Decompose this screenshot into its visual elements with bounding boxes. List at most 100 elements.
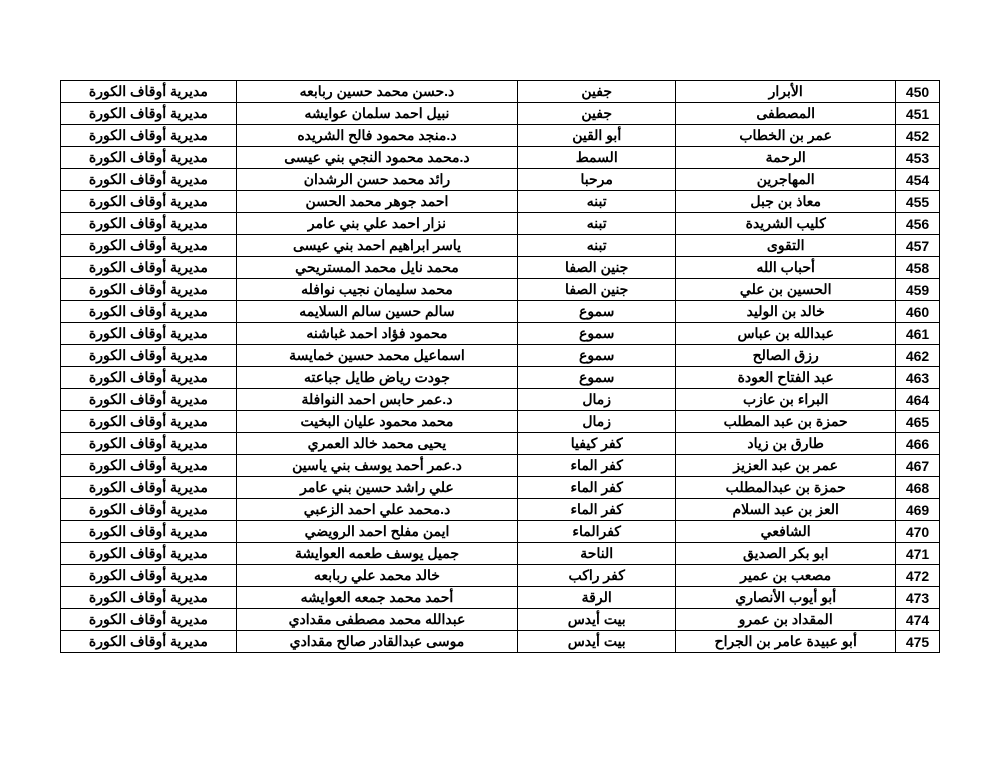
cell-mosque-name: كليب الشريدة	[676, 213, 896, 235]
cell-person-name: موسى عبدالقادر صالح مقدادي	[236, 631, 517, 653]
cell-mosque-name: مصعب بن عمير	[676, 565, 896, 587]
cell-mosque-name: حمزة بن عبدالمطلب	[676, 477, 896, 499]
cell-directorate: مديرية أوقاف الكورة	[61, 147, 237, 169]
cell-person-name: اسماعيل محمد حسين خمايسة	[236, 345, 517, 367]
table-row: 475أبو عبيدة عامر بن الجراحبيت أيدسموسى …	[61, 631, 940, 653]
cell-mosque-name: رزق الصالح	[676, 345, 896, 367]
table-row: 466طارق بن زيادكفر كيفيايحيى محمد خالد ا…	[61, 433, 940, 455]
cell-location: تبنه	[518, 235, 676, 257]
cell-directorate: مديرية أوقاف الكورة	[61, 499, 237, 521]
cell-mosque-name: المقداد بن عمرو	[676, 609, 896, 631]
cell-directorate: مديرية أوقاف الكورة	[61, 81, 237, 103]
cell-person-name: سالم حسين سالم السلايمه	[236, 301, 517, 323]
cell-location: أبو القين	[518, 125, 676, 147]
cell-mosque-name: حمزة بن عبد المطلب	[676, 411, 896, 433]
cell-person-name: د.منجد محمود فالح الشريده	[236, 125, 517, 147]
table-row: 453الرحمةالسمطد.محمد محمود النجي بني عيس…	[61, 147, 940, 169]
cell-mosque-name: عبدالله بن عباس	[676, 323, 896, 345]
table-row: 460خالد بن الوليدسموعسالم حسين سالم السل…	[61, 301, 940, 323]
table-row: 468حمزة بن عبدالمطلبكفر الماءعلي راشد حس…	[61, 477, 940, 499]
cell-number: 456	[896, 213, 940, 235]
cell-directorate: مديرية أوقاف الكورة	[61, 257, 237, 279]
cell-person-name: جودت رياض طايل جباعته	[236, 367, 517, 389]
cell-directorate: مديرية أوقاف الكورة	[61, 543, 237, 565]
cell-directorate: مديرية أوقاف الكورة	[61, 411, 237, 433]
cell-location: كفر الماء	[518, 499, 676, 521]
table-row: 469العز بن عبد السلامكفر الماءد.محمد علي…	[61, 499, 940, 521]
cell-location: زمال	[518, 411, 676, 433]
table-row: 454المهاجرينمرحبارائد محمد حسن الرشدانمد…	[61, 169, 940, 191]
cell-number: 461	[896, 323, 940, 345]
cell-person-name: محمد محمود عليان البخيت	[236, 411, 517, 433]
cell-location: زمال	[518, 389, 676, 411]
cell-mosque-name: أحباب الله	[676, 257, 896, 279]
cell-mosque-name: العز بن عبد السلام	[676, 499, 896, 521]
cell-person-name: د.عمر أحمد يوسف بني ياسين	[236, 455, 517, 477]
cell-location: تبنه	[518, 191, 676, 213]
cell-directorate: مديرية أوقاف الكورة	[61, 631, 237, 653]
cell-person-name: أحمد محمد جمعه العوايشه	[236, 587, 517, 609]
table-row: 456كليب الشريدةتبنهنزار احمد علي بني عام…	[61, 213, 940, 235]
cell-person-name: رائد محمد حسن الرشدان	[236, 169, 517, 191]
cell-mosque-name: معاذ بن جبل	[676, 191, 896, 213]
cell-mosque-name: الرحمة	[676, 147, 896, 169]
cell-number: 473	[896, 587, 940, 609]
cell-location: كفرالماء	[518, 521, 676, 543]
cell-number: 459	[896, 279, 940, 301]
cell-mosque-name: البراء بن عازب	[676, 389, 896, 411]
cell-directorate: مديرية أوقاف الكورة	[61, 433, 237, 455]
cell-mosque-name: أبو أيوب الأنصاري	[676, 587, 896, 609]
cell-number: 460	[896, 301, 940, 323]
cell-mosque-name: عمر بن الخطاب	[676, 125, 896, 147]
cell-number: 464	[896, 389, 940, 411]
cell-person-name: د.محمد محمود النجي بني عيسى	[236, 147, 517, 169]
cell-person-name: نزار احمد علي بني عامر	[236, 213, 517, 235]
cell-location: كفر كيفيا	[518, 433, 676, 455]
cell-location: الرقة	[518, 587, 676, 609]
cell-person-name: محمد سليمان نجيب نوافله	[236, 279, 517, 301]
cell-directorate: مديرية أوقاف الكورة	[61, 125, 237, 147]
cell-mosque-name: عبد الفتاح العودة	[676, 367, 896, 389]
cell-location: كفر الماء	[518, 477, 676, 499]
table-row: 473أبو أيوب الأنصاريالرقةأحمد محمد جمعه …	[61, 587, 940, 609]
cell-number: 455	[896, 191, 940, 213]
cell-person-name: احمد جوهر محمد الحسن	[236, 191, 517, 213]
cell-directorate: مديرية أوقاف الكورة	[61, 389, 237, 411]
cell-location: تبنه	[518, 213, 676, 235]
table-row: 461عبدالله بن عباسسموعمحمود فؤاد احمد غب…	[61, 323, 940, 345]
cell-number: 474	[896, 609, 940, 631]
cell-directorate: مديرية أوقاف الكورة	[61, 587, 237, 609]
cell-person-name: محمود فؤاد احمد غباشنه	[236, 323, 517, 345]
cell-mosque-name: الأبرار	[676, 81, 896, 103]
cell-number: 457	[896, 235, 940, 257]
cell-directorate: مديرية أوقاف الكورة	[61, 565, 237, 587]
cell-directorate: مديرية أوقاف الكورة	[61, 323, 237, 345]
cell-number: 451	[896, 103, 940, 125]
cell-person-name: عبدالله محمد مصطفى مقدادي	[236, 609, 517, 631]
cell-mosque-name: التقوى	[676, 235, 896, 257]
cell-location: بيت أيدس	[518, 609, 676, 631]
cell-mosque-name: أبو عبيدة عامر بن الجراح	[676, 631, 896, 653]
cell-person-name: جميل يوسف طعمه العوايشة	[236, 543, 517, 565]
cell-location: الناحة	[518, 543, 676, 565]
cell-number: 468	[896, 477, 940, 499]
cell-location: جنين الصفا	[518, 257, 676, 279]
table-row: 458أحباب اللهجنين الصفامحمد نايل محمد ال…	[61, 257, 940, 279]
cell-person-name: يحيى محمد خالد العمري	[236, 433, 517, 455]
cell-number: 469	[896, 499, 940, 521]
table-row: 472مصعب بن عميركفر راكبخالد محمد علي ربا…	[61, 565, 940, 587]
table-row: 459الحسين بن عليجنين الصفامحمد سليمان نج…	[61, 279, 940, 301]
cell-person-name: نبيل احمد سلمان عوايشه	[236, 103, 517, 125]
cell-directorate: مديرية أوقاف الكورة	[61, 213, 237, 235]
cell-location: جفين	[518, 103, 676, 125]
table-body: 450الأبرارجفيند.حسن محمد حسين ربابعهمدير…	[61, 81, 940, 653]
cell-mosque-name: طارق بن زياد	[676, 433, 896, 455]
cell-directorate: مديرية أوقاف الكورة	[61, 301, 237, 323]
cell-location: سموع	[518, 301, 676, 323]
table-row: 474المقداد بن عمروبيت أيدسعبدالله محمد م…	[61, 609, 940, 631]
table-row: 463عبد الفتاح العودةسموعجودت رياض طايل ج…	[61, 367, 940, 389]
cell-directorate: مديرية أوقاف الكورة	[61, 103, 237, 125]
cell-location: مرحبا	[518, 169, 676, 191]
cell-mosque-name: المهاجرين	[676, 169, 896, 191]
cell-location: كفر الماء	[518, 455, 676, 477]
